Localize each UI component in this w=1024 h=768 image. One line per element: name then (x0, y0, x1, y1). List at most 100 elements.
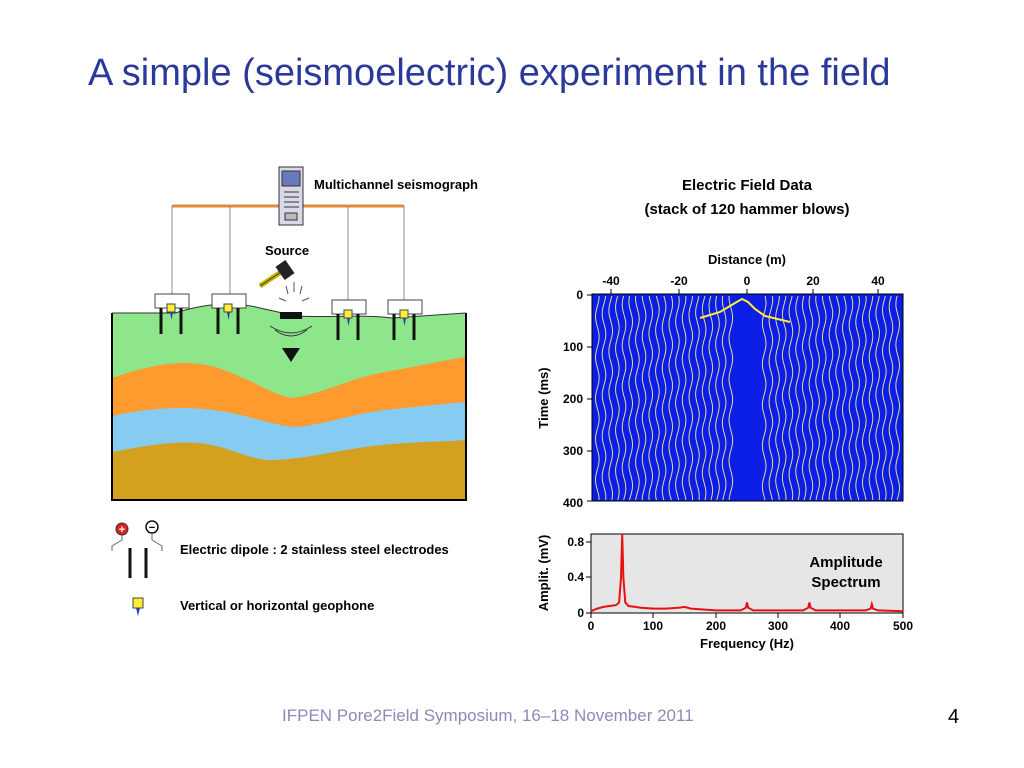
spectrum-y-tick: 0.4 (567, 570, 584, 584)
seismic-trace (888, 295, 894, 501)
ground-surface-line (112, 303, 467, 319)
seismic-trace (788, 295, 794, 501)
spectrum-x-tick: 400 (830, 619, 850, 633)
seismic-title-line1: Electric Field Data (682, 177, 813, 194)
seismic-y-ticks: 0 100 200 300 400 (563, 288, 583, 510)
seismic-trace (728, 295, 734, 501)
seismic-trace (708, 295, 714, 501)
seismograph-label: Multichannel seismograph (314, 177, 478, 192)
seismic-trace (855, 295, 860, 501)
seismic-trace (835, 295, 840, 501)
spectrum-y-label: Amplit. (mV) (536, 535, 551, 612)
plus-sign: + (119, 524, 125, 536)
seismic-trace (635, 295, 640, 501)
sensor-station-1 (154, 293, 190, 334)
seismic-x-axis-label: Distance (m) (708, 252, 786, 267)
seismic-trace (808, 295, 814, 501)
seismic-trace (875, 295, 880, 501)
seismic-trace (868, 295, 874, 501)
hammer-icon (258, 260, 295, 289)
bottom-layer (112, 440, 466, 500)
seismic-trace (661, 295, 667, 501)
seismic-x-tick: 40 (871, 274, 885, 288)
seismic-title-line2: (stack of 120 hammer blows) (644, 201, 849, 218)
spectrum-x-tick: 100 (643, 619, 663, 633)
seismic-y-tick: 200 (563, 392, 583, 406)
spectrum-x-tick: 0 (588, 619, 595, 633)
spectrum-x-tick: 200 (706, 619, 726, 633)
sensor-station-4 (387, 299, 423, 340)
seismic-x-ticks: -40 -20 0 20 40 (602, 274, 885, 288)
source-plate-icon (269, 312, 313, 337)
first-arrival-wavelet (699, 297, 791, 323)
impact-lines-icon (278, 282, 310, 302)
seismic-trace (695, 295, 700, 501)
seismic-trace (721, 295, 727, 501)
legend-geophone-icon (132, 597, 144, 616)
seismic-trace (895, 295, 901, 501)
seismic-trace (655, 295, 660, 501)
seismic-y-tick: 300 (563, 444, 583, 458)
seismic-trace (641, 295, 647, 500)
legend-dipole-icon: + − (111, 520, 163, 578)
spectrum-x-tick: 500 (893, 619, 913, 633)
seismic-trace (615, 295, 620, 501)
seismic-trace (841, 295, 847, 501)
seismic-trace (701, 295, 707, 501)
seismic-trace (761, 295, 767, 501)
seismic-trace (594, 296, 600, 501)
seismic-x-tick: -20 (670, 274, 688, 288)
seismic-trace (768, 295, 774, 501)
geology-section (111, 303, 467, 501)
seismic-trace (881, 295, 887, 501)
seismic-trace (608, 295, 614, 501)
spectrum-tick-marks (586, 541, 904, 618)
spectrum-x-label: Frequency (Hz) (700, 636, 794, 651)
sensor-station-2 (211, 293, 247, 334)
spectrum-line (590, 533, 904, 613)
seismic-trace (688, 295, 694, 501)
seismic-trace (861, 295, 867, 501)
seismic-trace (848, 295, 854, 501)
seismic-trace (601, 295, 607, 501)
seismic-trace (621, 295, 627, 501)
section-outline (111, 313, 467, 501)
seismic-trace (668, 295, 673, 501)
seismic-x-tick: 20 (806, 274, 820, 288)
legend-geophone-label: Vertical or horizontal geophone (180, 598, 374, 613)
seismic-x-tick: -40 (602, 274, 620, 288)
seismic-tick-marks (587, 289, 879, 502)
seismic-trace (681, 295, 687, 501)
seismic-y-tick: 0 (576, 288, 583, 302)
spectrum-plot-area (590, 533, 904, 614)
seismograph-computer-icon (278, 166, 304, 226)
seismic-y-axis-label: Time (ms) (536, 367, 551, 428)
seismic-y-tick: 100 (563, 340, 583, 354)
seismic-trace (795, 295, 800, 501)
seismic-trace (822, 296, 827, 501)
seismic-trace (781, 295, 787, 501)
seismic-trace (648, 295, 653, 501)
spectrum-x-ticks: 0 100 200 300 400 500 (588, 619, 914, 633)
footer-text: IFPEN Pore2Field Symposium, 16–18 Novemb… (282, 706, 694, 725)
source-label: Source (265, 243, 309, 258)
seismic-trace (675, 295, 680, 501)
seismic-trace (801, 295, 807, 501)
sensor-station-3 (331, 299, 367, 340)
slide-title: A simple (seismoelectric) experiment in … (88, 52, 891, 94)
seismic-trace (828, 295, 834, 501)
spectrum-y-tick: 0.8 (567, 535, 584, 549)
seismic-trace (715, 295, 720, 501)
spectrum-annotation-line1: Amplitude (809, 554, 882, 571)
legend-dipole-label: Electric dipole : 2 stainless steel elec… (180, 542, 449, 557)
spectrum-annotation-line2: Spectrum (811, 574, 880, 591)
seismic-traces (594, 295, 901, 501)
page-number: 4 (948, 706, 960, 728)
spectrum-y-tick: 0 (577, 606, 584, 620)
minus-sign: − (149, 522, 155, 534)
seismic-y-tick: 400 (563, 496, 583, 510)
spectrum-x-tick: 300 (768, 619, 788, 633)
seismic-trace (815, 295, 820, 501)
seismic-trace (628, 295, 634, 501)
